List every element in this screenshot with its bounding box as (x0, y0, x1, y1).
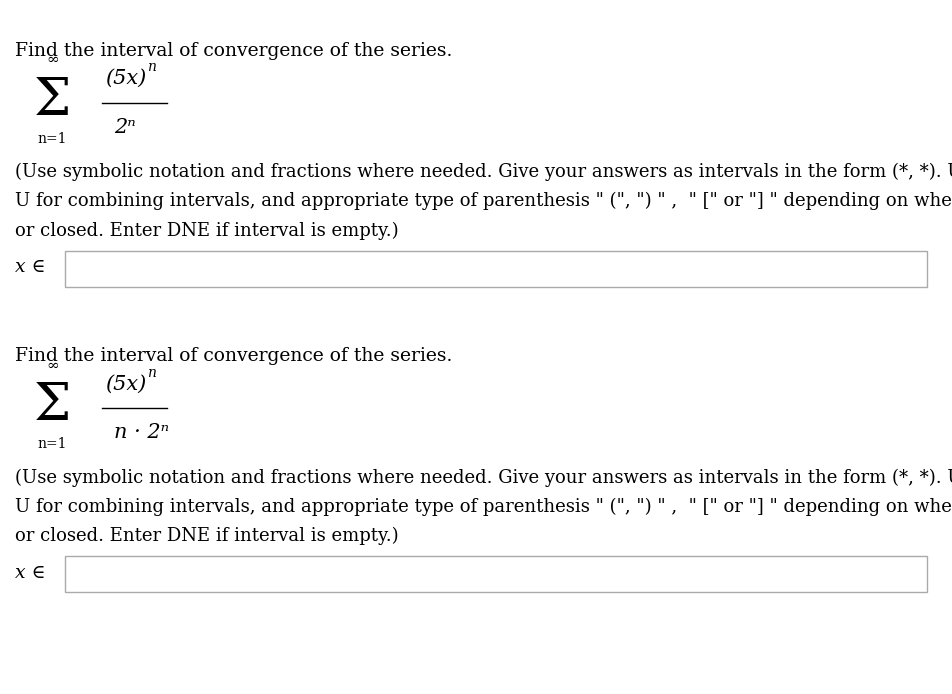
Text: (Use symbolic notation and fractions where needed. Give your answers as interval: (Use symbolic notation and fractions whe… (15, 163, 952, 181)
Text: Σ: Σ (33, 75, 71, 126)
Text: (5x): (5x) (105, 69, 146, 88)
Text: or closed. Enter DNE if interval is empty.): or closed. Enter DNE if interval is empt… (15, 527, 399, 545)
Text: ∞: ∞ (46, 359, 59, 373)
Text: x ∈: x ∈ (15, 564, 46, 582)
Text: U for combining intervals, and appropriate type of parenthesis " (", ") " ,  " [: U for combining intervals, and appropria… (15, 192, 952, 210)
Text: (Use symbolic notation and fractions where needed. Give your answers as interval: (Use symbolic notation and fractions whe… (15, 468, 952, 486)
Text: Find the interval of convergence of the series.: Find the interval of convergence of the … (15, 42, 452, 60)
Text: n · 2ⁿ: n · 2ⁿ (114, 423, 169, 442)
Text: or closed. Enter DNE if interval is empty.): or closed. Enter DNE if interval is empt… (15, 221, 399, 239)
Text: ∞: ∞ (46, 53, 59, 67)
Text: n: n (147, 60, 155, 74)
Text: Find the interval of convergence of the series.: Find the interval of convergence of the … (15, 347, 452, 365)
Text: U for combining intervals, and appropriate type of parenthesis " (", ") " ,  " [: U for combining intervals, and appropria… (15, 498, 952, 516)
Text: x ∈: x ∈ (15, 258, 46, 276)
Text: n=1: n=1 (38, 132, 67, 146)
FancyBboxPatch shape (65, 251, 926, 287)
Text: 2ⁿ: 2ⁿ (114, 117, 136, 137)
Text: n: n (147, 366, 155, 380)
Text: Σ: Σ (33, 380, 71, 432)
Text: (5x): (5x) (105, 374, 146, 393)
Text: n=1: n=1 (38, 437, 67, 451)
FancyBboxPatch shape (65, 556, 926, 592)
